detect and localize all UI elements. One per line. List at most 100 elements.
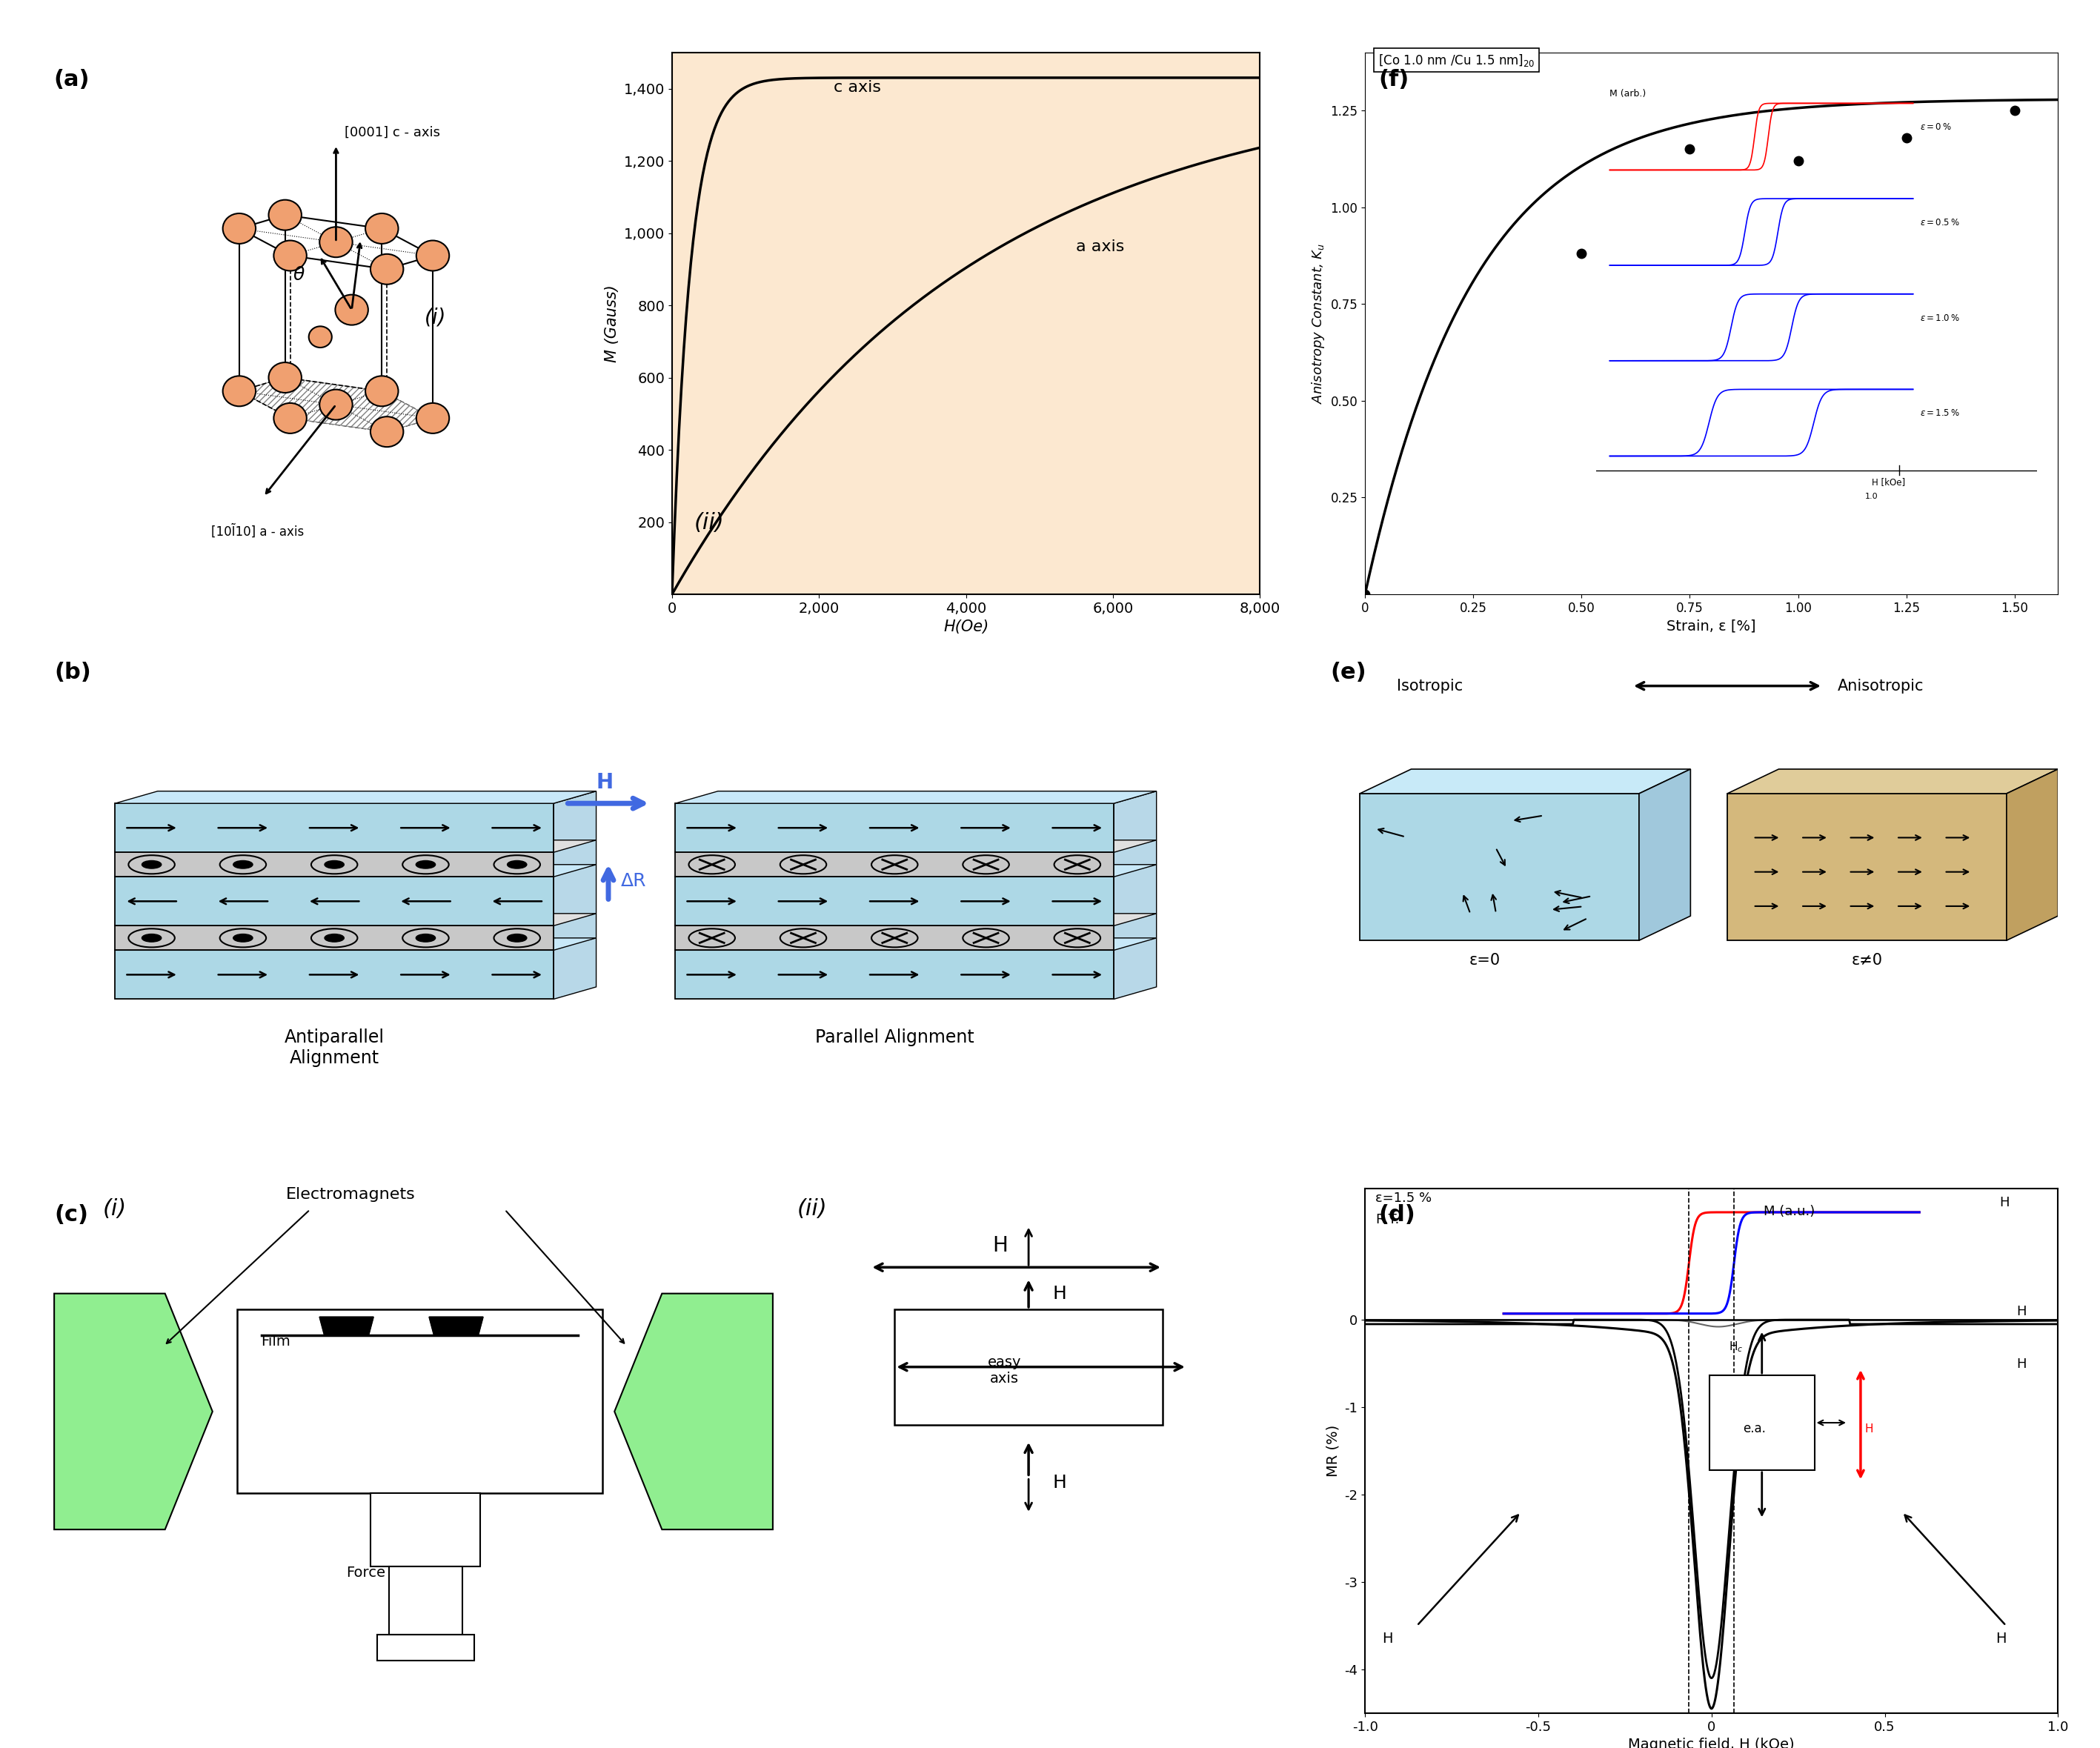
Circle shape bbox=[269, 199, 302, 231]
Circle shape bbox=[416, 404, 449, 434]
Bar bbox=[676, 853, 1113, 877]
Text: H: H bbox=[1052, 1285, 1067, 1302]
Bar bbox=[116, 853, 554, 877]
Polygon shape bbox=[428, 1318, 483, 1335]
Text: R.T.: R.T. bbox=[1376, 1213, 1399, 1227]
X-axis label: Magnetic field, H (kOe): Magnetic field, H (kOe) bbox=[1628, 1738, 1795, 1748]
Text: Electromagnets: Electromagnets bbox=[286, 1187, 416, 1203]
Circle shape bbox=[416, 860, 435, 869]
Text: H: H bbox=[1995, 1633, 2006, 1647]
Circle shape bbox=[326, 860, 344, 869]
Circle shape bbox=[365, 376, 399, 406]
Text: (d): (d) bbox=[1380, 1204, 1415, 1225]
Text: e.a.: e.a. bbox=[1743, 1421, 1766, 1435]
Text: H: H bbox=[2016, 1358, 2026, 1370]
Polygon shape bbox=[554, 792, 596, 1000]
Text: ΔR: ΔR bbox=[622, 872, 647, 890]
Text: $\varepsilon = 1.0\,\%$: $\varepsilon = 1.0\,\%$ bbox=[1919, 313, 1959, 323]
Text: a axis: a axis bbox=[1077, 239, 1126, 253]
Text: $\varepsilon = 1.5\,\%$: $\varepsilon = 1.5\,\%$ bbox=[1919, 409, 1959, 418]
Circle shape bbox=[143, 933, 162, 942]
Text: ε≠0: ε≠0 bbox=[1852, 953, 1882, 968]
Polygon shape bbox=[676, 792, 1157, 804]
Polygon shape bbox=[116, 792, 596, 804]
Bar bbox=[116, 804, 554, 853]
Polygon shape bbox=[239, 378, 433, 432]
Text: M (a.u.): M (a.u.) bbox=[1764, 1204, 1814, 1218]
Circle shape bbox=[269, 362, 302, 393]
Text: (b): (b) bbox=[55, 661, 90, 683]
Text: c axis: c axis bbox=[834, 80, 882, 94]
Text: (e): (e) bbox=[1331, 661, 1367, 683]
Bar bbox=[372, 1493, 481, 1566]
Text: Isotropic: Isotropic bbox=[1397, 678, 1462, 694]
Text: H: H bbox=[596, 773, 613, 794]
Circle shape bbox=[319, 390, 353, 420]
Bar bbox=[116, 926, 554, 951]
Polygon shape bbox=[1361, 769, 1690, 794]
Circle shape bbox=[370, 253, 403, 285]
Bar bbox=[1709, 1376, 1814, 1470]
Circle shape bbox=[143, 860, 162, 869]
Circle shape bbox=[365, 213, 399, 243]
Polygon shape bbox=[1638, 769, 1690, 940]
Text: H: H bbox=[1052, 1474, 1067, 1491]
Text: Anisotropic: Anisotropic bbox=[1838, 678, 1924, 694]
Circle shape bbox=[319, 227, 353, 257]
Text: Force: Force bbox=[347, 1566, 386, 1580]
Circle shape bbox=[233, 933, 252, 942]
Polygon shape bbox=[116, 939, 596, 951]
Y-axis label: M (Gauss): M (Gauss) bbox=[605, 285, 619, 362]
Bar bbox=[676, 951, 1113, 1000]
Bar bbox=[378, 1634, 475, 1661]
Y-axis label: Anisotropy Constant, $K_u$: Anisotropy Constant, $K_u$ bbox=[1310, 243, 1327, 404]
Polygon shape bbox=[676, 939, 1157, 951]
Text: H [kOe]: H [kOe] bbox=[1871, 477, 1905, 488]
Text: ε=0: ε=0 bbox=[1470, 953, 1499, 968]
Bar bbox=[676, 877, 1113, 926]
Circle shape bbox=[508, 933, 527, 942]
Polygon shape bbox=[116, 914, 596, 926]
Circle shape bbox=[370, 416, 403, 447]
Text: [0001] c - axis: [0001] c - axis bbox=[344, 126, 441, 140]
Text: $\varepsilon = 0\,\%$: $\varepsilon = 0\,\%$ bbox=[1919, 122, 1951, 133]
Bar bbox=[116, 951, 554, 1000]
Text: H$_c$: H$_c$ bbox=[1728, 1341, 1743, 1353]
Bar bbox=[676, 926, 1113, 951]
Polygon shape bbox=[116, 865, 596, 877]
X-axis label: H(Oe): H(Oe) bbox=[943, 621, 989, 635]
Circle shape bbox=[273, 241, 307, 271]
Text: (i): (i) bbox=[103, 1197, 126, 1220]
Circle shape bbox=[326, 933, 344, 942]
Bar bbox=[676, 804, 1113, 853]
Circle shape bbox=[273, 404, 307, 434]
Text: 1.0: 1.0 bbox=[1865, 493, 1877, 500]
Polygon shape bbox=[615, 1294, 773, 1530]
Circle shape bbox=[508, 860, 527, 869]
Bar bbox=[116, 877, 554, 926]
Polygon shape bbox=[2008, 769, 2058, 940]
Text: $\theta$: $\theta$ bbox=[292, 266, 304, 283]
Text: (ii): (ii) bbox=[798, 1197, 827, 1220]
Circle shape bbox=[416, 241, 449, 271]
Text: H: H bbox=[1382, 1633, 1392, 1647]
Polygon shape bbox=[676, 865, 1157, 877]
Bar bbox=[388, 1566, 462, 1634]
Text: H: H bbox=[2016, 1306, 2026, 1318]
Text: H: H bbox=[1865, 1423, 1873, 1435]
Bar bbox=[237, 1309, 603, 1493]
Polygon shape bbox=[1728, 769, 2058, 794]
Text: (ii): (ii) bbox=[693, 512, 724, 533]
Circle shape bbox=[233, 860, 252, 869]
Circle shape bbox=[223, 376, 256, 406]
Bar bbox=[895, 1309, 1163, 1425]
Text: M (arb.): M (arb.) bbox=[1611, 89, 1646, 98]
Text: (c): (c) bbox=[55, 1204, 88, 1225]
Polygon shape bbox=[116, 841, 596, 853]
Text: Film: Film bbox=[260, 1335, 290, 1349]
Polygon shape bbox=[319, 1318, 374, 1335]
Text: $\varepsilon = 0.5\,\%$: $\varepsilon = 0.5\,\%$ bbox=[1919, 219, 1959, 227]
Text: [Co 1.0 nm /Cu 1.5 nm]$_{20}$: [Co 1.0 nm /Cu 1.5 nm]$_{20}$ bbox=[1378, 52, 1535, 68]
Circle shape bbox=[336, 295, 367, 325]
Bar bbox=[1728, 794, 2008, 940]
